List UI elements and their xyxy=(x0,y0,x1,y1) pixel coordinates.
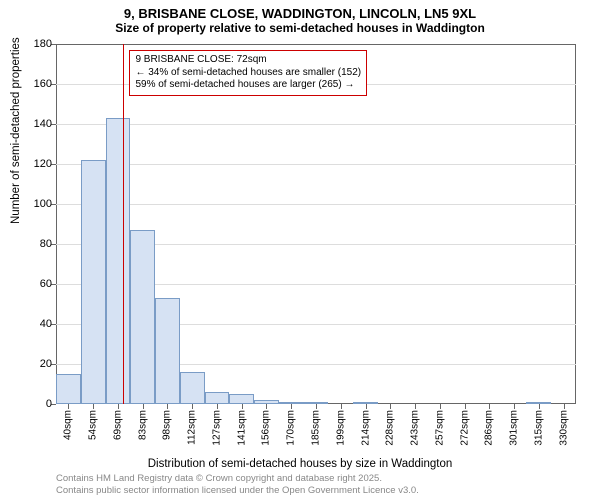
histogram-bar xyxy=(106,118,131,404)
annotation-line: 59% of semi-detached houses are larger (… xyxy=(135,79,361,92)
x-tick-label: 257sqm xyxy=(434,410,445,446)
x-tick-mark xyxy=(316,404,317,409)
x-tick-label: 112sqm xyxy=(187,410,198,445)
histogram-bar xyxy=(130,230,155,404)
y-tick-label: 20 xyxy=(40,358,52,370)
gridline xyxy=(56,124,576,125)
annotation-line: ← 34% of semi-detached houses are smalle… xyxy=(135,67,361,80)
x-tick-label: 272sqm xyxy=(459,410,470,446)
gridline xyxy=(56,164,576,165)
x-tick-mark xyxy=(489,404,490,409)
x-tick-mark xyxy=(366,404,367,409)
histogram-bar xyxy=(229,394,254,404)
x-tick-label: 286sqm xyxy=(484,410,495,446)
x-tick-mark xyxy=(217,404,218,409)
x-tick-label: 315sqm xyxy=(533,410,544,446)
histogram-bar xyxy=(81,160,106,404)
x-tick-label: 199sqm xyxy=(335,410,346,446)
x-tick-mark xyxy=(143,404,144,409)
x-tick-label: 98sqm xyxy=(162,410,173,440)
x-tick-mark xyxy=(514,404,515,409)
x-tick-mark xyxy=(465,404,466,409)
footer-line-1: Contains HM Land Registry data © Crown c… xyxy=(56,473,419,484)
x-tick-mark xyxy=(341,404,342,409)
x-axis-label: Distribution of semi-detached houses by … xyxy=(0,458,600,470)
y-tick-label: 180 xyxy=(34,38,52,50)
histogram-bar xyxy=(205,392,230,404)
x-tick-mark xyxy=(266,404,267,409)
y-axis-label: Number of semi-detached properties xyxy=(10,37,22,224)
histogram-bar xyxy=(155,298,180,404)
histogram-bar xyxy=(56,374,81,404)
annotation-box: 9 BRISBANE CLOSE: 72sqm← 34% of semi-det… xyxy=(129,50,367,96)
y-tick-label: 60 xyxy=(40,278,52,290)
footer-attribution: Contains HM Land Registry data © Crown c… xyxy=(56,473,419,496)
chart-title-main: 9, BRISBANE CLOSE, WADDINGTON, LINCOLN, … xyxy=(0,0,600,21)
x-tick-mark xyxy=(291,404,292,409)
y-tick-label: 80 xyxy=(40,238,52,250)
x-tick-label: 330sqm xyxy=(558,410,569,446)
x-tick-mark xyxy=(93,404,94,409)
x-tick-label: 156sqm xyxy=(261,410,272,446)
chart-title-sub: Size of property relative to semi-detach… xyxy=(0,21,600,35)
annotation-line: 9 BRISBANE CLOSE: 72sqm xyxy=(135,54,361,67)
chart-container: 9, BRISBANE CLOSE, WADDINGTON, LINCOLN, … xyxy=(0,0,600,500)
x-tick-mark xyxy=(415,404,416,409)
x-tick-label: 185sqm xyxy=(311,410,322,446)
x-tick-mark xyxy=(564,404,565,409)
x-tick-mark xyxy=(242,404,243,409)
x-tick-label: 170sqm xyxy=(286,410,297,446)
x-tick-label: 127sqm xyxy=(211,410,222,446)
y-tick-label: 120 xyxy=(34,158,52,170)
x-tick-mark xyxy=(118,404,119,409)
x-tick-mark xyxy=(192,404,193,409)
y-tick-label: 40 xyxy=(40,318,52,330)
gridline xyxy=(56,204,576,205)
x-tick-mark xyxy=(68,404,69,409)
x-tick-label: 243sqm xyxy=(410,410,421,446)
x-tick-mark xyxy=(390,404,391,409)
marker-line xyxy=(123,44,124,404)
y-tick-label: 0 xyxy=(46,398,52,410)
plot-area: 02040608010012014016018040sqm54sqm69sqm8… xyxy=(56,44,576,404)
x-tick-label: 301sqm xyxy=(509,410,520,446)
x-tick-mark xyxy=(539,404,540,409)
x-tick-label: 40sqm xyxy=(63,410,74,440)
x-tick-label: 69sqm xyxy=(112,410,123,440)
x-tick-label: 141sqm xyxy=(236,410,247,446)
x-tick-mark xyxy=(440,404,441,409)
x-tick-label: 228sqm xyxy=(385,410,396,446)
x-tick-label: 214sqm xyxy=(360,410,371,446)
footer-line-2: Contains public sector information licen… xyxy=(56,485,419,496)
y-tick-label: 140 xyxy=(34,118,52,130)
histogram-bar xyxy=(180,372,205,404)
x-tick-mark xyxy=(167,404,168,409)
x-tick-label: 83sqm xyxy=(137,410,148,440)
x-tick-label: 54sqm xyxy=(88,410,99,440)
y-tick-label: 160 xyxy=(34,78,52,90)
y-tick-label: 100 xyxy=(34,198,52,210)
